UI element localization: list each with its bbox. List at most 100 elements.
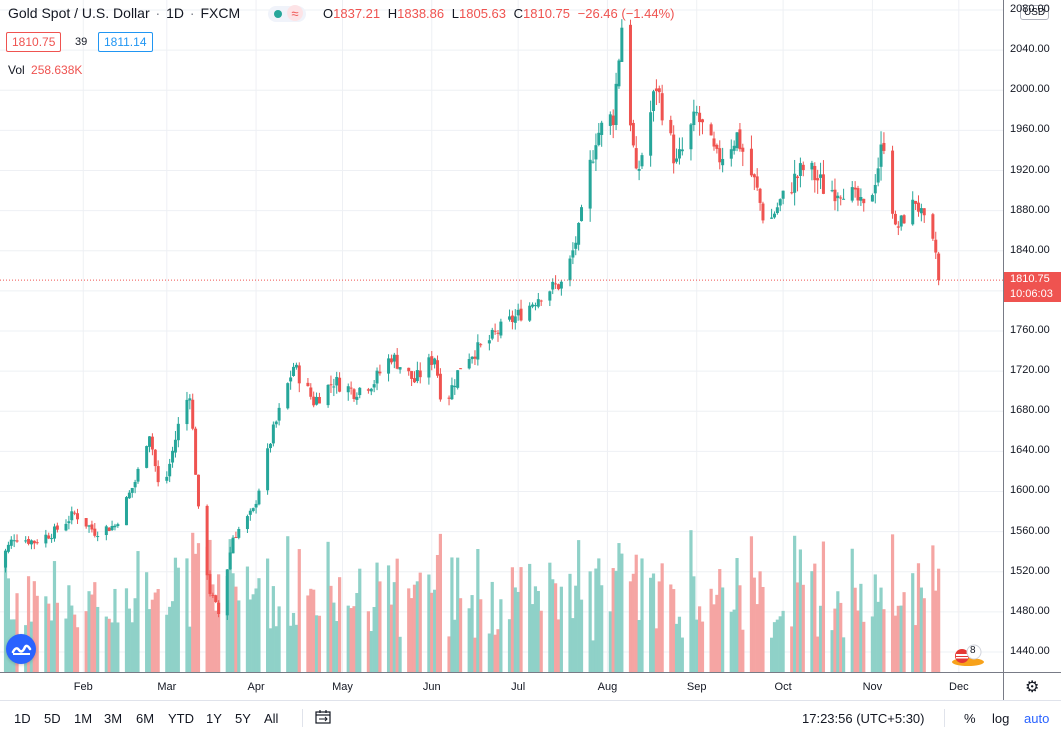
volume-bar	[902, 592, 906, 672]
volume-bar	[870, 616, 874, 672]
candle-body	[470, 356, 474, 360]
candle-body	[551, 281, 555, 290]
candle-body	[493, 330, 497, 332]
candle-body	[597, 132, 601, 145]
price-axis[interactable]: USD 2080.00 2040.00 2000.00 1960.00 1920.00 1…	[1003, 0, 1061, 672]
close-value: 1810.75	[523, 6, 571, 21]
clock-timezone[interactable]: 17:23:56 (UTC+5:30)	[802, 711, 925, 726]
symbol-title[interactable]: Gold Spot / U.S. Dollar	[8, 5, 150, 21]
settings-gear-icon[interactable]: ⚙	[1025, 679, 1040, 696]
volume-bar	[309, 588, 313, 672]
candle-body	[790, 192, 794, 194]
volume-bar	[427, 574, 431, 672]
price-tick-label: 2080.00	[1010, 3, 1050, 16]
volume-bar	[516, 591, 520, 672]
range-button-3m[interactable]: 3M	[104, 711, 123, 726]
candle-body	[338, 377, 342, 392]
candle-body	[896, 226, 900, 228]
volume-bar	[338, 577, 342, 672]
chart-settings-corner[interactable]: ⚙	[1003, 672, 1061, 700]
candle-body	[289, 377, 293, 382]
chart-pane[interactable]: Gold Spot / U.S. Dollar · 1D · FXCM ≈ O1…	[0, 0, 1003, 672]
candle-body	[810, 162, 814, 170]
candle-body	[24, 540, 28, 542]
time-axis[interactable]: Feb Mar Apr May Jun Jul Aug Sep Oct Nov Dec	[0, 672, 1003, 700]
volume-bar	[528, 563, 532, 672]
volume-bar	[761, 586, 765, 672]
range-button-6m[interactable]: 6M	[136, 711, 155, 726]
volume-bar	[530, 604, 535, 672]
candle-body	[735, 132, 739, 149]
events-flag-icon[interactable]: 8	[950, 643, 986, 667]
separator: ·	[155, 5, 161, 21]
range-button-1d[interactable]: 1D	[14, 711, 31, 726]
candle-body	[473, 356, 477, 359]
candle-body	[721, 158, 725, 166]
volume-bar	[741, 629, 745, 672]
candle-body	[657, 88, 661, 93]
volume-bar	[614, 570, 618, 672]
volume-bar	[574, 585, 578, 672]
candle-body	[191, 399, 195, 429]
date-range-icon[interactable]	[315, 710, 331, 724]
logo-icon[interactable]	[6, 634, 36, 664]
volume-bar	[778, 616, 782, 672]
volume-bar	[680, 637, 684, 672]
range-button-ytd[interactable]: YTD	[168, 711, 194, 726]
range-button-1m[interactable]: 1M	[74, 711, 93, 726]
time-tick-label: Dec	[949, 681, 969, 693]
volume-bar	[579, 599, 584, 672]
interval-label[interactable]: 1D	[166, 5, 184, 21]
currency-button[interactable]: USD	[1020, 5, 1050, 20]
volume-bar	[470, 595, 474, 672]
candle-body	[839, 197, 843, 199]
volume-bar	[32, 581, 36, 672]
volume-bar	[289, 625, 293, 672]
volume-bar	[467, 608, 471, 672]
volume-bar	[450, 557, 454, 672]
volume-bar	[551, 579, 555, 672]
candle-body	[332, 386, 336, 388]
volume-bar	[435, 554, 440, 672]
candle-body	[749, 148, 753, 176]
candle-body	[358, 387, 362, 396]
volume-bar	[113, 588, 117, 672]
volume-bar	[87, 591, 91, 672]
candle-body	[447, 397, 451, 399]
candle-body	[559, 281, 563, 289]
volume-bar	[628, 581, 633, 672]
range-button-5d[interactable]: 5D	[44, 711, 61, 726]
bid-price-button[interactable]: 1810.75	[6, 32, 62, 52]
candle-body	[539, 300, 543, 302]
volume-bar	[44, 596, 48, 672]
candle-body	[214, 595, 218, 603]
candle-body	[899, 215, 903, 227]
log-scale-button[interactable]: log	[992, 711, 1010, 726]
candle-body	[156, 466, 160, 483]
volume-bar	[752, 577, 756, 672]
volume-bar	[349, 608, 353, 672]
ask-price-button[interactable]: 1811.14	[98, 32, 153, 52]
candle-body	[130, 487, 134, 493]
range-button-5y[interactable]: 5Y	[235, 711, 251, 726]
price-chart[interactable]	[0, 0, 1003, 672]
volume-bar	[153, 592, 157, 672]
candle-body	[76, 513, 80, 520]
volume-bar	[355, 593, 359, 672]
volume-bar	[332, 602, 336, 672]
candle-body	[698, 112, 702, 123]
range-button-1y[interactable]: 1Y	[206, 711, 222, 726]
candle-body	[770, 217, 774, 219]
market-status-icons[interactable]: ≈	[268, 5, 306, 22]
candle-body	[911, 199, 915, 225]
candle-body	[346, 386, 350, 393]
price-tick-label: 2000.00	[1010, 83, 1050, 96]
percent-scale-button[interactable]: %	[964, 711, 976, 726]
candle-body	[510, 315, 514, 323]
volume-bar	[312, 589, 316, 672]
volume-bar	[352, 606, 356, 672]
volume-bar	[672, 589, 676, 672]
volume-bar	[914, 625, 918, 672]
auto-scale-button[interactable]: auto	[1024, 711, 1050, 726]
range-button-all[interactable]: All	[264, 711, 279, 726]
